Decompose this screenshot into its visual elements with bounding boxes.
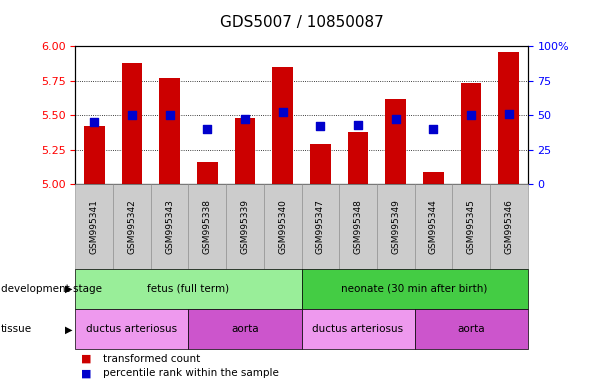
Text: GSM995341: GSM995341 [90,199,99,254]
Point [127,112,137,118]
Bar [235,118,255,184]
Text: transformed count: transformed count [103,354,200,364]
Bar [348,132,368,184]
Point [391,116,400,122]
Text: neonate (30 min after birth): neonate (30 min after birth) [341,284,488,294]
Text: GSM995338: GSM995338 [203,199,212,254]
Bar [197,162,218,184]
Point [203,126,212,132]
Text: ▶: ▶ [65,284,72,294]
Point [165,112,174,118]
Bar [499,51,519,184]
Text: ▶: ▶ [65,324,72,334]
Text: development stage: development stage [1,284,101,294]
Point [315,123,325,129]
Text: ■: ■ [81,354,92,364]
Text: percentile rank within the sample: percentile rank within the sample [103,368,279,378]
Text: GSM995340: GSM995340 [278,199,287,254]
Text: GSM995345: GSM995345 [467,199,476,254]
Bar [423,172,444,184]
Text: ductus arteriosus: ductus arteriosus [312,324,403,334]
Text: GSM995347: GSM995347 [316,199,325,254]
Bar [385,99,406,184]
Text: GDS5007 / 10850087: GDS5007 / 10850087 [219,15,384,30]
Text: aorta: aorta [231,324,259,334]
Bar [310,144,330,184]
Point [466,112,476,118]
Text: GSM995346: GSM995346 [504,199,513,254]
Text: tissue: tissue [1,324,32,334]
Point [353,122,363,128]
Point [278,109,288,116]
Bar [122,63,142,184]
Text: fetus (full term): fetus (full term) [147,284,230,294]
Bar [461,83,481,184]
Text: GSM995342: GSM995342 [127,199,136,254]
Text: GSM995349: GSM995349 [391,199,400,254]
Point [240,116,250,122]
Bar [84,126,104,184]
Point [429,126,438,132]
Text: ductus arteriosus: ductus arteriosus [86,324,177,334]
Text: GSM995344: GSM995344 [429,199,438,254]
Point [504,111,514,117]
Bar [273,67,293,184]
Text: GSM995343: GSM995343 [165,199,174,254]
Text: ■: ■ [81,368,92,378]
Bar [159,78,180,184]
Text: GSM995348: GSM995348 [353,199,362,254]
Point [89,119,99,125]
Text: GSM995339: GSM995339 [241,199,250,254]
Text: aorta: aorta [457,324,485,334]
